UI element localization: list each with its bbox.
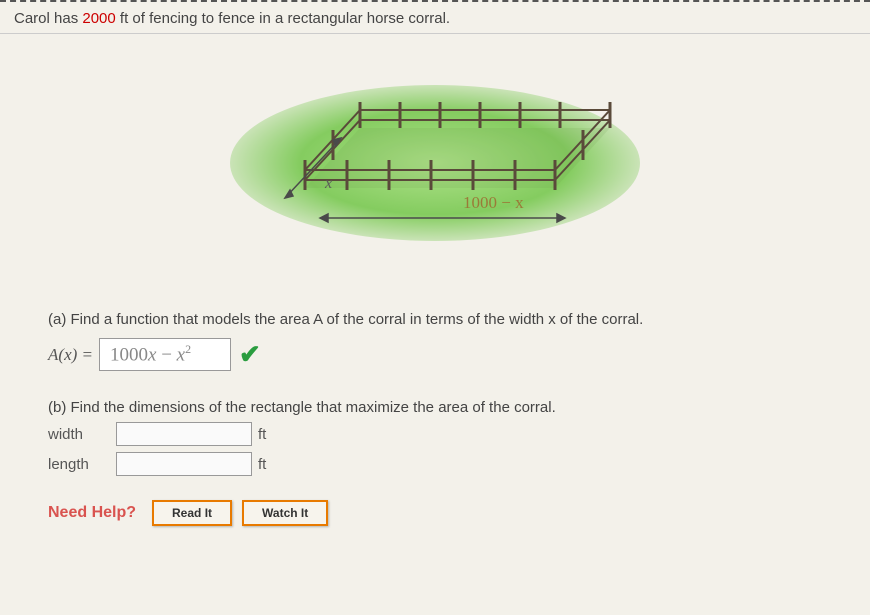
problem-number: 2000 xyxy=(82,10,115,27)
content-area: Carol has 2000 ft of fencing to fence in… xyxy=(0,2,870,526)
length-input[interactable] xyxy=(116,452,252,476)
need-help-label: Need Help? xyxy=(48,504,136,522)
figure-length-label: 1000 − x xyxy=(463,193,524,212)
part-a-text: (a) Find a function that models the area… xyxy=(48,311,643,328)
width-input[interactable] xyxy=(116,422,252,446)
part-b-text: (b) Find the dimensions of the rectangle… xyxy=(48,399,556,416)
part-a: (a) Find a function that models the area… xyxy=(48,311,846,371)
help-row: Need Help? Read It Watch It xyxy=(48,500,846,526)
length-unit: ft xyxy=(258,456,266,473)
read-it-button[interactable]: Read It xyxy=(152,500,232,526)
width-row: width ft xyxy=(48,422,846,446)
check-icon: ✔ xyxy=(239,339,261,370)
problem-statement: Carol has 2000 ft of fencing to fence in… xyxy=(14,10,856,27)
problem-suffix: ft of fencing to fence in a rectangular … xyxy=(116,10,450,27)
figure-container: x 1000 − x xyxy=(14,34,856,271)
length-row: length ft xyxy=(48,452,846,476)
watch-it-button[interactable]: Watch It xyxy=(242,500,328,526)
width-label: width xyxy=(48,426,116,443)
part-a-answer-box[interactable]: 1000x − x2 xyxy=(99,338,231,371)
figure-x-label: x xyxy=(324,175,332,192)
part-a-lhs: A(x) = xyxy=(48,345,93,365)
part-b: (b) Find the dimensions of the rectangle… xyxy=(48,399,846,476)
length-label: length xyxy=(48,456,116,473)
width-unit: ft xyxy=(258,426,266,443)
corral-figure: x 1000 − x xyxy=(215,48,655,258)
problem-prefix: Carol has xyxy=(14,10,82,27)
